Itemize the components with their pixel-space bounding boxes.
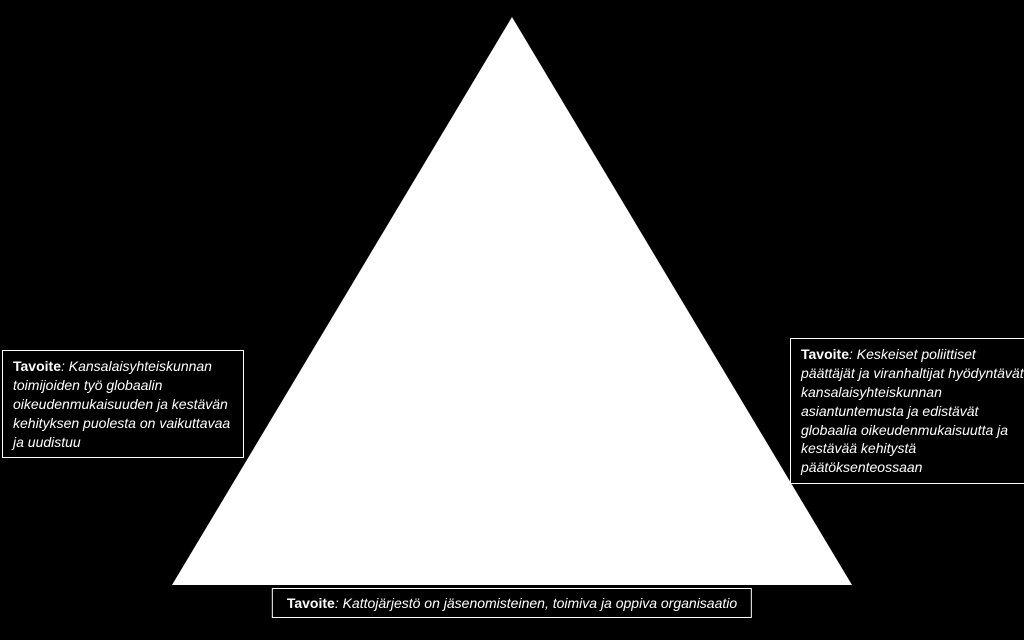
diagram-stage: Tavoite: Kansalaisyhteiskunnan toimijoid… xyxy=(0,0,1024,640)
goal-label: Tavoite xyxy=(801,346,849,362)
goal-text: : Kattojärjestö on jäsenomisteinen, toim… xyxy=(335,595,737,611)
goal-label: Tavoite xyxy=(13,358,61,374)
pyramid-triangle xyxy=(172,14,852,585)
goal-text: : Keskeiset poliittiset päättäjät ja vir… xyxy=(801,346,1024,475)
goal-label: Tavoite xyxy=(287,595,335,611)
goal-box-right: Tavoite: Keskeiset poliittiset päättäjät… xyxy=(790,338,1024,484)
goal-box-left: Tavoite: Kansalaisyhteiskunnan toimijoid… xyxy=(2,350,244,458)
goal-box-bottom: Tavoite: Kattojärjestö on jäsenomisteine… xyxy=(272,588,752,618)
